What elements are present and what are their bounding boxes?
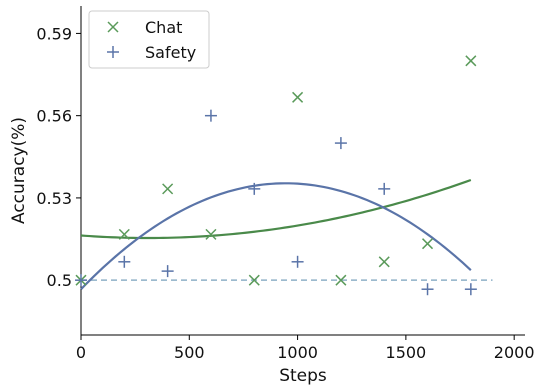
data-point-safety (204, 109, 217, 122)
data-point-safety (421, 283, 434, 296)
x-axis-label: Steps (279, 366, 327, 386)
data-points (75, 55, 477, 296)
data-point-chat (118, 228, 130, 240)
data-point-chat (205, 228, 217, 240)
data-point-chat (248, 274, 260, 286)
data-point-safety (161, 265, 174, 278)
y-tick-label: 0.5 (47, 271, 72, 290)
x-tick-label: 1000 (277, 343, 318, 362)
data-point-safety (464, 283, 477, 296)
trend-lines (80, 178, 472, 290)
data-point-chat (292, 91, 304, 103)
legend-box (88, 10, 210, 69)
data-point-safety (248, 182, 261, 195)
data-point-safety (118, 255, 131, 268)
legend-marker-chat (107, 21, 119, 33)
y-tick-label: 0.56 (36, 107, 72, 126)
axes: 0 500 1000 1500 2000 0.5 0.53 0.56 0.59 Steps Accu… (9, 6, 535, 386)
legend-label-safety: Safety (145, 43, 196, 62)
data-point-chat (378, 256, 390, 268)
data-point-safety (334, 137, 347, 150)
legend: Chat Safety (88, 10, 210, 69)
x-tick-label: 2000 (494, 343, 535, 362)
y-axis-label: Accuracy(%) (9, 117, 29, 224)
y-tick-label: 0.59 (36, 24, 72, 43)
trend-line-chat (80, 178, 472, 240)
legend-marker-safety (107, 46, 119, 58)
data-point-chat (465, 55, 477, 67)
x-tick-label: 1500 (386, 343, 427, 362)
data-point-chat (422, 238, 434, 250)
trend-line-safety (80, 182, 472, 290)
data-point-safety (291, 255, 304, 268)
data-point-chat (162, 183, 174, 195)
data-point-safety (75, 274, 87, 287)
x-tick-label: 0 (76, 343, 86, 362)
data-point-chat (335, 274, 347, 286)
y-tick-label: 0.53 (36, 189, 72, 208)
legend-label-chat: Chat (145, 18, 182, 37)
x-tick-label: 500 (174, 343, 205, 362)
data-point-safety (378, 182, 391, 195)
